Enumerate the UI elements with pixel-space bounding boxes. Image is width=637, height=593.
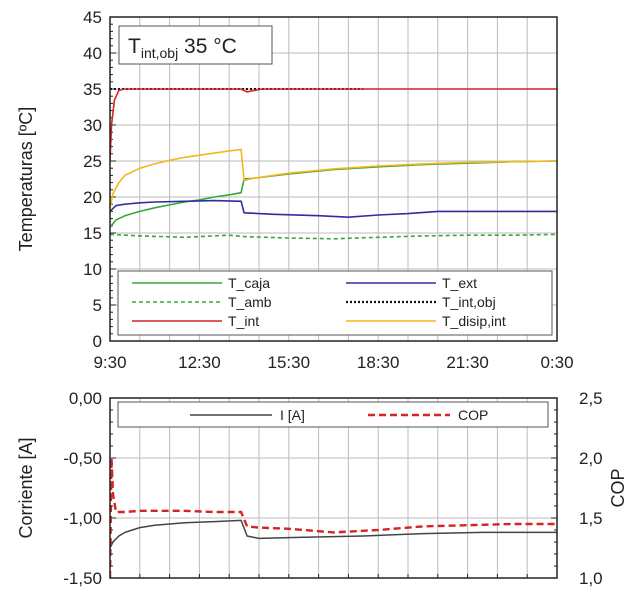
target-temperature-annotation: Tint,obj 35 °C [118, 25, 273, 65]
current-cop-chart: -1,50 -1,00 -0,50 0,00 1,0 1,5 2,0 2,5 Corrien… [16, 389, 628, 588]
series-t-ext [110, 199, 557, 219]
legend-entry: T_amb [132, 294, 272, 310]
legend-label: COP [458, 407, 488, 423]
series-cop [110, 457, 557, 578]
annotation-subscript: int,obj [141, 45, 178, 61]
legend-entry: COP [368, 407, 488, 423]
temperature-y-tick-label: 10 [83, 260, 102, 279]
temperature-y-tick-label: 25 [83, 152, 102, 171]
temperature-x-tick-label: 0:30 [540, 353, 573, 372]
current-plot-area [110, 398, 557, 578]
legend-entry: T_disip,int [346, 313, 506, 329]
temperature-y-tick-label: 20 [83, 188, 102, 207]
legend-entry: I [A] [190, 407, 305, 423]
temperature-x-tick-label: 12:30 [178, 353, 221, 372]
temperature-legend: T_caja T_ext T_amb T_int,obj T_int T_disip,in… [117, 270, 553, 336]
current-plot-frame [109, 397, 558, 579]
temperature-x-tick-label: 21:30 [446, 353, 489, 372]
series-t-int [110, 88, 557, 162]
current-y-ticks: -1,50 -1,00 -0,50 0,00 [63, 389, 102, 588]
legend-label: T_disip,int [442, 313, 506, 329]
legend-entry: T_int [132, 313, 259, 329]
legend-entry: T_ext [346, 275, 477, 291]
legend-entry: T_caja [132, 275, 270, 291]
current-y-tick-label: -0,50 [63, 449, 102, 468]
cop-y-axis-label: COP [608, 468, 628, 507]
temperature-y-tick-label: 5 [93, 296, 102, 315]
temperature-x-tick-label: 18:30 [357, 353, 400, 372]
current-grid [109, 397, 558, 579]
annotation-value: 35 °C [178, 35, 237, 58]
current-y-tick-label: -1,00 [63, 509, 102, 528]
temperature-x-ticks: 9:30 12:30 15:30 18:30 21:30 0:30 [93, 353, 573, 372]
temperature-y-tick-label: 35 [83, 80, 102, 99]
temperature-y-tick-label: 0 [93, 332, 102, 351]
temperature-y-tick-label: 30 [83, 116, 102, 135]
temperature-y-ticks: 0 5 10 15 20 25 30 35 40 45 [83, 8, 102, 351]
legend-label: T_int,obj [442, 294, 496, 310]
temperature-plot-frame [109, 16, 558, 342]
legend-label: T_int [228, 313, 259, 329]
temperature-y-tick-label: 15 [83, 224, 102, 243]
current-y-axis-label: Corriente [A] [16, 437, 36, 538]
legend-label: T_ext [442, 275, 477, 291]
annotation-text: Tint,obj 35 °C [128, 35, 237, 61]
cop-y-tick-label: 1,5 [579, 509, 603, 528]
current-y-tick-label: -1,50 [63, 569, 102, 588]
current-legend: I [A] COP [117, 401, 549, 428]
legend-label: I [A] [280, 407, 305, 423]
temperature-series [110, 88, 557, 240]
temperature-x-tick-label: 15:30 [268, 353, 311, 372]
annotation-main: T [128, 35, 141, 58]
series-t-amb [110, 233, 557, 240]
temperature-chart: 0 5 10 15 20 25 30 35 40 45 9:30 12:30 15:30 18:30 21… [16, 8, 574, 372]
legend-label: T_amb [228, 294, 272, 310]
legend-entry: T_int,obj [346, 294, 496, 310]
temperature-y-tick-label: 40 [83, 44, 102, 63]
cop-y-ticks: 1,0 1,5 2,0 2,5 [579, 389, 603, 588]
temperature-y-tick-label: 45 [83, 8, 102, 27]
current-series [110, 457, 557, 578]
current-y-tick-label: 0,00 [69, 389, 102, 408]
temperature-x-tick-label: 9:30 [93, 353, 126, 372]
series-t-disip-int [110, 148, 557, 208]
cop-y-tick-label: 2,5 [579, 389, 603, 408]
legend-label: T_caja [228, 275, 270, 291]
temperature-y-axis-label: Temperaturas [ºC] [16, 107, 36, 252]
cop-y-tick-label: 1,0 [579, 569, 603, 588]
cop-y-tick-label: 2,0 [579, 449, 603, 468]
series-i-a- [110, 519, 557, 549]
